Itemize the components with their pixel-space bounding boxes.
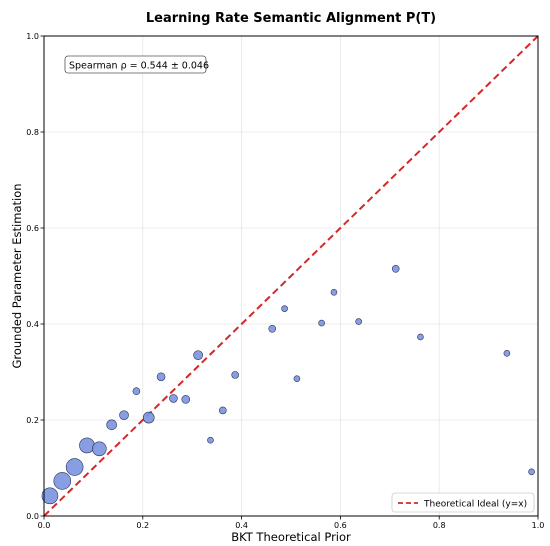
data-point xyxy=(503,349,511,357)
data-point xyxy=(41,487,59,505)
x-tick-label: 0.6 xyxy=(334,521,347,530)
spearman-annotation: Spearman ρ = 0.544 ± 0.046 xyxy=(69,61,209,72)
data-point xyxy=(181,395,191,404)
chart-title: Learning Rate Semantic Alignment P(T) xyxy=(146,11,436,26)
data-point xyxy=(293,375,301,383)
x-tick-label: 0.2 xyxy=(136,521,149,530)
plot-frame xyxy=(43,35,539,517)
ideal-line xyxy=(43,35,539,517)
legend-label: Theoretical Ideal (y=x) xyxy=(423,500,527,510)
data-point xyxy=(142,411,155,424)
data-point xyxy=(355,318,362,325)
y-tick-label: 1.0 xyxy=(26,32,39,41)
data-point xyxy=(106,419,117,431)
x-tick-label: 0.0 xyxy=(38,521,51,530)
data-point xyxy=(156,372,166,382)
data-point xyxy=(391,264,400,273)
data-point xyxy=(65,458,84,476)
data-point xyxy=(417,333,424,341)
y-tick-label: 0.8 xyxy=(26,128,39,137)
y-axis-label: Grounded Parameter Estimation xyxy=(10,183,24,368)
x-tick-label: 1.0 xyxy=(532,521,545,530)
data-point xyxy=(330,289,338,296)
data-point xyxy=(169,394,178,403)
data-point xyxy=(119,410,129,421)
legend: Theoretical Ideal (y=x) xyxy=(391,492,535,513)
ideal-line-layer xyxy=(43,35,539,517)
y-tick-label: 0.0 xyxy=(26,512,39,521)
data-point xyxy=(53,472,72,490)
data-point xyxy=(528,468,535,476)
annotation-box: Spearman ρ = 0.544 ± 0.046 xyxy=(64,55,209,74)
data-point xyxy=(193,350,203,361)
y-tick-label: 0.4 xyxy=(26,320,39,329)
x-tick-label: 0.4 xyxy=(235,521,248,530)
x-tick-label: 0.8 xyxy=(433,521,446,530)
data-point xyxy=(207,436,214,444)
data-point xyxy=(281,305,288,312)
data-point xyxy=(268,324,277,333)
x-axis-ticks: 0.0 0.2 0.4 0.6 0.8 1.0 xyxy=(38,516,545,530)
data-point xyxy=(231,371,239,379)
y-axis-ticks: 0.0 0.2 0.4 0.6 0.8 1.0 xyxy=(26,32,44,521)
data-point xyxy=(132,387,141,396)
x-axis-label: BKT Theoretical Prior xyxy=(231,530,351,544)
data-point xyxy=(318,319,325,327)
data-points xyxy=(41,264,535,505)
y-tick-label: 0.6 xyxy=(26,224,39,233)
data-point xyxy=(92,441,107,457)
y-tick-label: 0.2 xyxy=(26,416,39,425)
data-point xyxy=(219,406,227,415)
data-point xyxy=(79,437,95,454)
